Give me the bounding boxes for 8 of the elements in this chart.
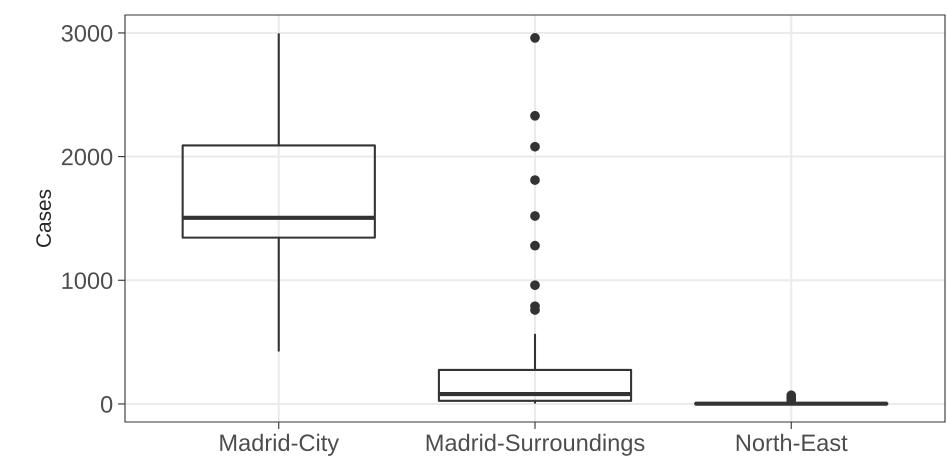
x-tick-label: Madrid-Surroundings [426, 434, 644, 456]
y-tick-label: 1000 [62, 272, 112, 290]
x-tick-label: North-East [736, 434, 848, 452]
y-tick-label: 0 [100, 396, 112, 413]
y-axis-title: Cases [36, 190, 51, 247]
y-tick-label: 3000 [62, 25, 112, 42]
x-tick-label: Madrid-City [220, 434, 340, 456]
y-tick-label: 2000 [62, 148, 112, 166]
